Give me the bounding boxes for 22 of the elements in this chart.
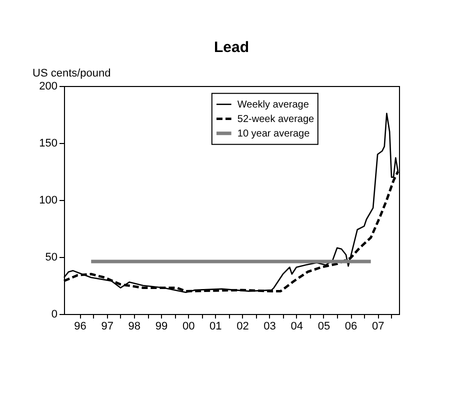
x-tick-label: 96 — [74, 320, 86, 332]
legend-label: 52-week average — [237, 114, 315, 125]
x-tick-label: 04 — [290, 320, 304, 332]
y-tick-label: 50 — [45, 252, 58, 264]
legend-label: 10 year average — [237, 128, 310, 140]
chart-title: Lead — [214, 39, 250, 56]
y-tick-label: 0 — [51, 308, 58, 320]
x-tick-label: 97 — [101, 320, 114, 332]
x-tick-label: 98 — [128, 320, 141, 332]
x-tick-label: 02 — [236, 320, 249, 332]
x-tick-label: 01 — [210, 320, 222, 332]
x-tick-label: 06 — [344, 320, 358, 332]
y-tick-label: 150 — [39, 138, 58, 150]
x-tick-label: 00 — [182, 320, 195, 332]
x-tick-label: 05 — [318, 320, 330, 332]
legend-label: Weekly average — [237, 99, 310, 110]
y-axis-title: US cents/pound — [32, 68, 111, 80]
x-tick-label: 03 — [264, 320, 276, 332]
y-tick-label: 200 — [39, 80, 58, 92]
x-tick-label: 07 — [372, 320, 384, 332]
x-tick-label: 99 — [155, 320, 168, 332]
y-tick-label: 100 — [39, 194, 58, 206]
